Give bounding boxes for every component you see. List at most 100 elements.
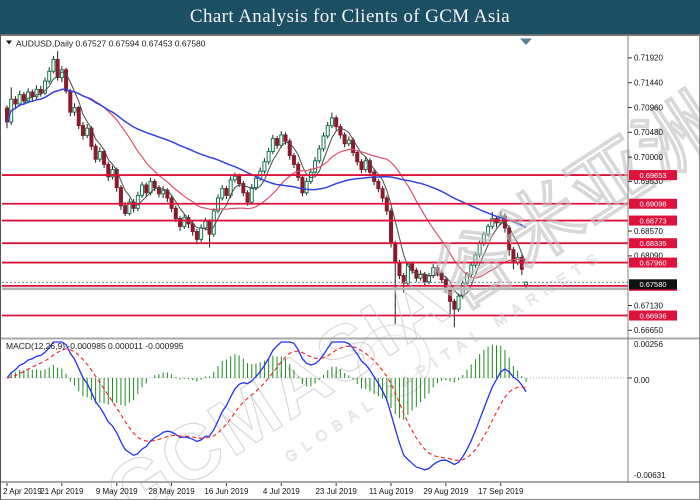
candle-down: [275, 138, 280, 146]
price-badge: 0.69098: [629, 198, 677, 209]
candle-up: [321, 135, 326, 150]
date-tick-label: 21 Apr 2019: [40, 487, 84, 496]
candle-down: [393, 242, 398, 264]
macd-line: [6, 341, 527, 471]
price-tick-label: 0.66650: [634, 326, 663, 335]
current-price-badge: 0.67580: [629, 279, 677, 290]
candle-up: [270, 138, 275, 152]
candle-up: [97, 150, 102, 160]
svg-text:0.69653: 0.69653: [639, 171, 666, 180]
candle-up: [405, 263, 410, 284]
candle-down: [21, 94, 26, 102]
candle-down: [152, 180, 157, 189]
price-badge: 0.69653: [629, 170, 677, 181]
candle-down: [106, 163, 111, 178]
candle-up: [135, 194, 140, 209]
candle-up: [313, 160, 318, 173]
candle-down: [389, 210, 394, 244]
silver-line: [2, 287, 628, 291]
candle-up: [317, 148, 322, 162]
candle-down: [13, 98, 18, 105]
candle-down: [64, 69, 69, 92]
candle-up: [329, 117, 334, 127]
price-tick-label: 0.67130: [634, 301, 663, 310]
candle-up: [469, 264, 474, 275]
price-axis[interactable]: 0.71920 0.71440 0.70960 0.70480 0.70000 0.695…: [1, 35, 699, 483]
macd-axis-min: -0.00631: [634, 471, 666, 480]
candle-down: [102, 150, 107, 165]
candle-up: [232, 175, 237, 181]
candle-up: [486, 225, 491, 235]
candle-down: [131, 201, 136, 209]
candle-up: [473, 254, 478, 266]
candle-down: [283, 134, 288, 142]
candle-up: [211, 210, 216, 235]
candle-down: [241, 182, 246, 194]
candle-up: [26, 91, 31, 102]
candle-down: [38, 88, 43, 94]
page-title: Chart Analysis for Clients of GCM Asia: [189, 6, 511, 27]
candle-up: [498, 215, 503, 224]
candle-down: [55, 58, 60, 79]
svg-text:0.68773: 0.68773: [639, 216, 666, 225]
price-badge: 0.68773: [629, 215, 677, 226]
price-tick-label: 0.71440: [634, 79, 663, 88]
symbol-ohlc-header: AUDUSD,Daily 0.67527 0.67594 0.67453 0.6…: [16, 39, 206, 49]
candle-up: [34, 88, 39, 98]
price-tick-label: 0.70480: [634, 128, 663, 137]
candle-down: [237, 175, 242, 184]
candle-up: [182, 217, 187, 227]
candle-down: [422, 273, 427, 283]
price-tick-label: 0.71920: [634, 54, 663, 63]
candle-down: [224, 188, 229, 196]
macd-pane[interactable]: [2, 341, 632, 471]
price-badge: 0.67960: [629, 257, 677, 268]
candle-up: [262, 161, 267, 172]
candle-up: [220, 188, 225, 199]
date-tick-label: 2 Apr 2019: [3, 487, 42, 496]
candle-down: [435, 267, 440, 274]
ma-slow-line: [6, 88, 527, 229]
macd-signal-line: [6, 345, 527, 461]
price-tick-label: 0.68090: [634, 252, 663, 261]
mt4-chart-window[interactable]: GCMASIA谷米亚洲 GLOBAL CAPITAL MARKETS 0.719…: [0, 34, 700, 500]
candle-down: [173, 207, 178, 220]
price-chart-svg[interactable]: GCMASIA谷米亚洲 GLOBAL CAPITAL MARKETS 0.719…: [1, 35, 699, 499]
candle-up: [249, 187, 254, 203]
svg-text:0.68335: 0.68335: [639, 239, 666, 248]
date-tick-label: 4 Jul 2019: [263, 487, 300, 496]
candle-up: [161, 189, 166, 195]
candle-down: [359, 161, 364, 171]
date-tick-label: 28 May 2019: [148, 487, 195, 496]
price-tick-label: 0.70000: [634, 153, 663, 162]
candle-up: [85, 127, 90, 136]
price-tick-label: 0.68570: [634, 227, 663, 236]
date-tick-label: 23 Jul 2019: [315, 487, 357, 496]
candle-down: [291, 155, 296, 165]
candle-up: [51, 58, 56, 72]
candle-down: [30, 91, 35, 98]
chart-shift-icon[interactable]: [520, 38, 532, 46]
watermark-logo-inner-circle: [367, 334, 421, 388]
svg-text:0.67580: 0.67580: [639, 280, 666, 289]
candle-down: [338, 126, 343, 136]
candle-down: [452, 300, 457, 310]
candle-down: [80, 125, 85, 136]
candle-down: [93, 145, 98, 160]
svg-text:0.66936: 0.66936: [639, 311, 666, 320]
macd-axis-max: 0.00256: [634, 340, 663, 349]
candle-down: [178, 218, 183, 227]
candle-down: [334, 117, 339, 128]
price-badge: 0.66936: [629, 310, 677, 321]
svg-text:0.69098: 0.69098: [639, 200, 666, 209]
price-badge: 0.68335: [629, 238, 677, 249]
candle-down: [118, 187, 123, 207]
candle-up: [279, 134, 284, 146]
symbol-dropdown-icon[interactable]: [6, 40, 12, 45]
candle-up: [346, 139, 351, 145]
candle-up: [456, 295, 461, 310]
candle-up: [490, 218, 495, 227]
price-tick-label: 0.70960: [634, 103, 663, 112]
watermark-logo-circle: [357, 324, 431, 398]
